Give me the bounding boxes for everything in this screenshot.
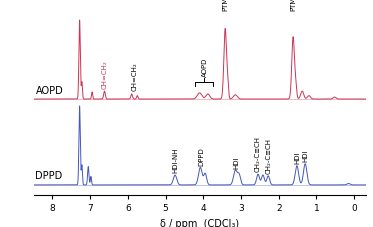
Text: HDI: HDI	[302, 150, 308, 162]
Text: CH₂-C≡CH: CH₂-C≡CH	[255, 136, 261, 173]
Text: AOPD: AOPD	[202, 57, 208, 77]
Text: PTMO: PTMO	[290, 0, 296, 11]
Text: CH=CH₂: CH=CH₂	[101, 61, 107, 89]
Text: AOPD: AOPD	[35, 86, 63, 96]
Text: HDI-NH: HDI-NH	[172, 148, 178, 173]
X-axis label: δ / ppm  (CDCl₃): δ / ppm (CDCl₃)	[160, 219, 239, 227]
Text: PTMO: PTMO	[222, 0, 228, 11]
Text: HDI: HDI	[294, 151, 300, 164]
Text: DPPD: DPPD	[198, 147, 204, 166]
Text: CH=CH₂: CH=CH₂	[131, 63, 137, 91]
Text: CH₂-C≡CH: CH₂-C≡CH	[265, 138, 271, 174]
Text: HDI: HDI	[233, 156, 239, 168]
Text: DPPD: DPPD	[35, 171, 63, 181]
